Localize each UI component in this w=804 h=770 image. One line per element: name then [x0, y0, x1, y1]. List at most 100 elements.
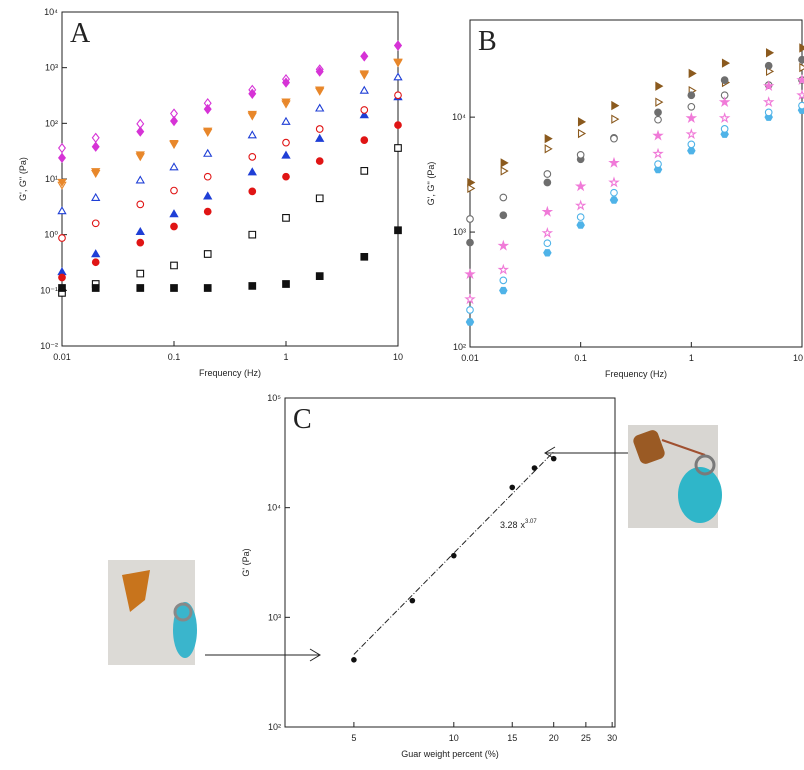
- marker: [574, 199, 587, 211]
- y-tick-label: 10⁰: [44, 230, 58, 240]
- marker: [359, 70, 369, 79]
- marker: [57, 267, 67, 276]
- fit-exponent: 3.07: [525, 519, 537, 525]
- arrow-right: [544, 446, 628, 460]
- marker: [136, 284, 145, 292]
- marker: [248, 88, 257, 99]
- marker: [610, 188, 618, 197]
- marker: [762, 96, 775, 108]
- marker: [466, 215, 474, 223]
- y-tick-label: 10³: [453, 227, 466, 237]
- marker: [135, 226, 145, 236]
- marker: [543, 239, 552, 248]
- x-tick-label: 20: [549, 733, 559, 743]
- marker: [718, 96, 731, 108]
- y-tick-label: 10⁴: [452, 112, 466, 122]
- plot-frame: [469, 19, 803, 348]
- marker: [282, 138, 290, 147]
- marker: [315, 125, 324, 133]
- marker: [687, 147, 696, 155]
- marker: [58, 152, 66, 164]
- y-tick-label: 10⁻²: [40, 341, 58, 351]
- x-axis-label: Frequency (Hz): [199, 368, 261, 378]
- marker: [248, 282, 257, 290]
- marker: [203, 103, 212, 115]
- marker: [281, 150, 291, 159]
- marker: [203, 207, 212, 216]
- marker: [543, 178, 552, 187]
- marker: [576, 213, 585, 221]
- marker: [203, 284, 212, 292]
- marker: [464, 268, 476, 280]
- marker: [655, 81, 664, 91]
- marker: [394, 40, 402, 51]
- marker: [393, 58, 403, 67]
- marker: [500, 166, 509, 176]
- marker: [57, 206, 67, 215]
- x-axis-label: Guar weight percent (%): [401, 749, 499, 759]
- y-axis-label: G', G'' (Pa): [426, 162, 436, 206]
- marker: [203, 250, 212, 258]
- marker: [608, 156, 620, 168]
- marker: [247, 110, 257, 119]
- marker: [136, 269, 145, 278]
- panel-letter: A: [70, 18, 91, 49]
- marker: [203, 172, 212, 181]
- marker: [282, 214, 290, 222]
- x-tick-label: 30: [607, 733, 617, 743]
- marker: [281, 116, 291, 125]
- marker: [91, 219, 100, 228]
- marker: [360, 106, 369, 114]
- y-tick-label: 10¹: [45, 174, 58, 184]
- marker: [170, 115, 178, 127]
- marker: [652, 129, 664, 141]
- marker: [315, 272, 324, 280]
- marker: [58, 284, 66, 292]
- marker: [576, 150, 585, 159]
- x-tick-label: 25: [581, 733, 591, 743]
- marker: [687, 102, 696, 111]
- y-tick-label: 10²: [268, 722, 281, 732]
- marker: [466, 306, 474, 314]
- marker: [500, 158, 509, 168]
- marker: [796, 74, 804, 85]
- marker: [360, 167, 369, 175]
- marker: [764, 108, 773, 117]
- marker: [685, 128, 698, 140]
- marker: [394, 144, 402, 152]
- marker: [466, 238, 474, 247]
- marker: [393, 72, 403, 81]
- marker: [135, 175, 145, 184]
- marker: [464, 293, 476, 305]
- marker: [799, 43, 804, 53]
- data-point: [509, 484, 516, 491]
- marker: [394, 226, 402, 235]
- marker: [360, 136, 369, 144]
- y-axis-label: G' (Pa): [241, 548, 251, 576]
- marker: [499, 193, 508, 202]
- marker: [248, 152, 257, 161]
- marker: [796, 89, 804, 101]
- fit-label: 3.28 x3.07: [500, 519, 537, 530]
- y-tick-label: 10³: [268, 612, 281, 622]
- marker: [91, 192, 101, 201]
- marker: [655, 97, 664, 107]
- x-tick-label: 5: [351, 733, 356, 743]
- plot-frame: [61, 11, 399, 347]
- marker: [465, 318, 475, 326]
- x-tick-label: 0.01: [461, 353, 479, 363]
- marker: [608, 176, 620, 188]
- panel-letter: B: [478, 26, 497, 57]
- marker: [798, 101, 804, 110]
- marker: [611, 114, 620, 124]
- marker: [57, 178, 67, 187]
- marker: [169, 209, 179, 218]
- marker: [315, 103, 325, 112]
- fit-coefficient: 3.28: [500, 520, 518, 530]
- marker: [58, 273, 66, 282]
- x-tick-label: 0.1: [168, 352, 181, 362]
- marker: [720, 76, 729, 84]
- marker: [543, 170, 552, 178]
- marker: [282, 77, 290, 88]
- photo-right: [628, 425, 722, 528]
